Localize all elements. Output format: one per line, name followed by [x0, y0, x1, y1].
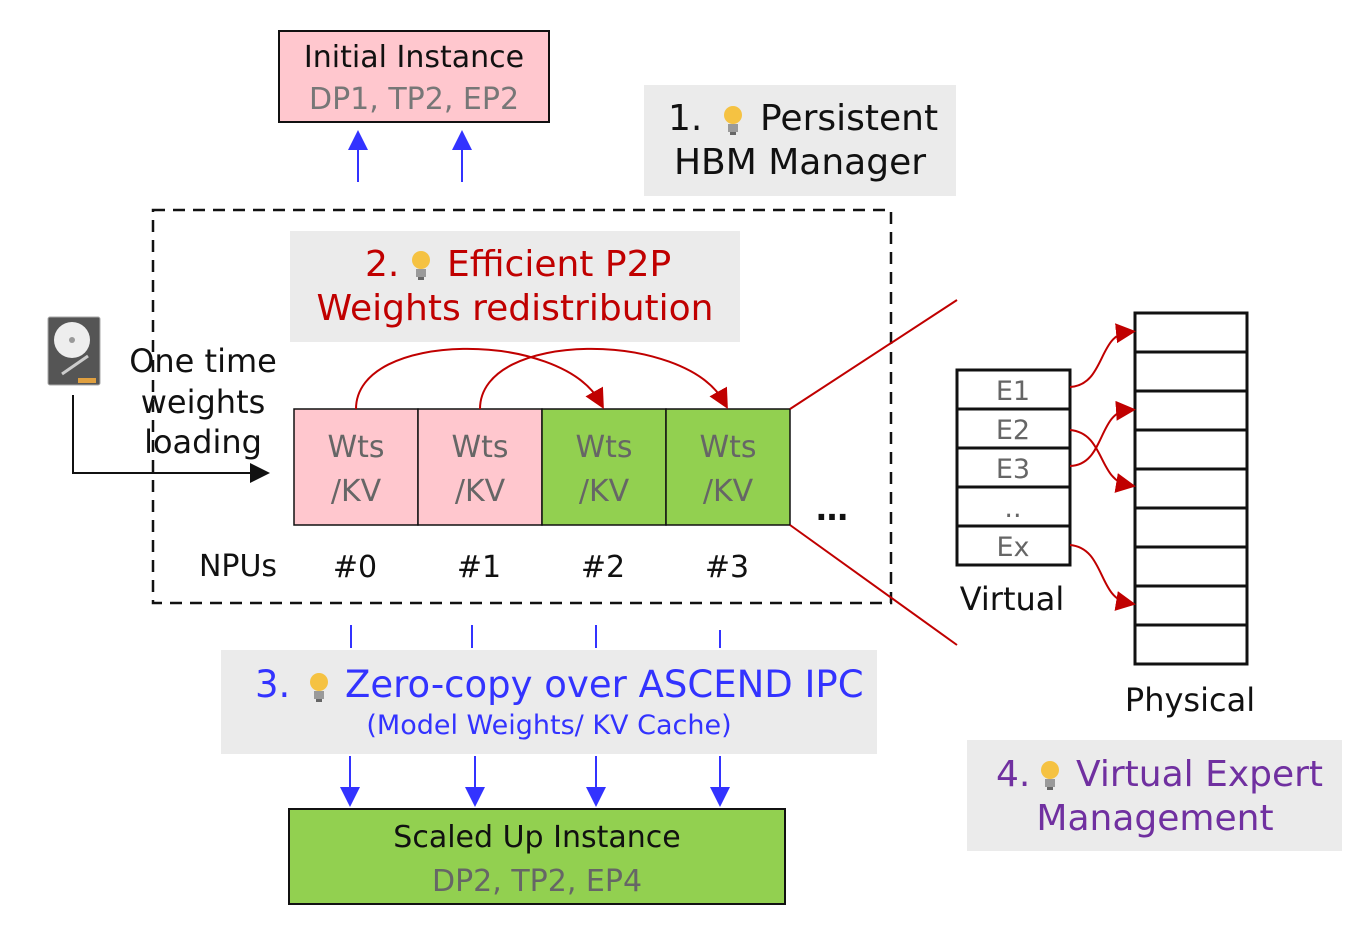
virtual-label: Virtual	[960, 580, 1065, 618]
feature-4-line2: Management	[1036, 798, 1273, 839]
npu-cell-line2: /KV	[579, 474, 630, 509]
virtual-entry: Ex	[996, 532, 1029, 563]
physical-memory-table	[1133, 311, 1249, 666]
feature-3-line1: Zero-copy over ASCEND IPC	[345, 663, 864, 706]
npu-cell-box	[665, 408, 791, 526]
virtual-expert-table: E1 E2 E3.. Ex	[955, 368, 1072, 567]
npu-id: #3	[705, 550, 749, 585]
feature-1-panel: 1. Persistent HBM Manager	[644, 85, 956, 196]
physical-slot	[1133, 623, 1249, 666]
feature-3-panel: 3. Zero-copy over ASCEND IPC (Model Weig…	[221, 650, 877, 754]
physical-slot	[1133, 389, 1249, 432]
physical-slot	[1133, 584, 1249, 627]
feature-1-line2: HBM Manager	[674, 142, 926, 183]
physical-slot	[1133, 311, 1249, 354]
initial-instance-config: DP1, TP2, EP2	[309, 82, 519, 117]
npus-label: NPUs	[199, 549, 277, 584]
physical-slot	[1133, 428, 1249, 471]
npu-cell-line1: Wts	[699, 430, 756, 465]
scaled-instance-box: Scaled Up Instance DP2, TP2, EP4	[288, 808, 786, 905]
physical-slot	[1133, 350, 1249, 393]
feature-1-line1: Persistent	[760, 98, 938, 139]
feature-4-number: 4.	[996, 754, 1030, 795]
initial-instance-title: Initial Instance	[304, 40, 524, 75]
p2p-transfer-arrow	[479, 347, 728, 410]
zoom-line	[789, 524, 958, 646]
npu-cell-line1: Wts	[575, 430, 632, 465]
npu-cell-box	[541, 408, 667, 526]
hard-drive-icon	[47, 316, 101, 386]
npu-group-boundary	[151, 208, 893, 605]
down-arrows	[340, 756, 730, 807]
scaled-instance-title: Scaled Up Instance	[393, 820, 680, 855]
physical-slot	[1133, 545, 1249, 588]
feature-3-line2: (Model Weights/ KV Cache)	[366, 710, 731, 741]
feature-3-number: 3.	[255, 663, 290, 706]
feature-2-panel: 2. Efficient P2P Weights redistribution	[290, 231, 740, 342]
npu-cell-box	[417, 408, 543, 526]
virtual-entry: E2	[996, 415, 1030, 446]
zoom-line	[789, 299, 958, 410]
npu-id: #0	[333, 550, 377, 585]
virtual-entry-box	[955, 368, 1072, 411]
physical-slot	[1133, 467, 1249, 510]
virtual-entry: E1	[996, 376, 1030, 407]
virtual-entry-box	[955, 485, 1072, 528]
expert-mapping-arrows	[1069, 323, 1136, 611]
feature-2-line2: Weights redistribution	[317, 288, 714, 329]
loading-label-line3: loading	[144, 423, 262, 461]
loading-label-line1: One time	[129, 342, 277, 380]
npu-cell-line1: Wts	[451, 430, 508, 465]
npu-cell: Wts/KV #0	[293, 408, 419, 585]
virtual-entry: E3	[996, 454, 1030, 485]
feature-1-number: 1.	[668, 98, 702, 139]
npu-cell: Wts/KV #1	[417, 408, 543, 585]
virtual-entry-box	[955, 524, 1072, 567]
npu-id: #1	[457, 550, 501, 585]
npu-cell-line2: /KV	[455, 474, 506, 509]
npu-id: #2	[581, 550, 625, 585]
npu-cell-line1: Wts	[327, 430, 384, 465]
virtual-entry: ..	[1004, 493, 1021, 524]
npu-cell-box	[293, 408, 419, 526]
p2p-transfer-arrow	[355, 347, 604, 410]
npu-cell-line2: /KV	[331, 474, 382, 509]
physical-slot	[1133, 506, 1249, 549]
feature-4-line1: Virtual Expert	[1076, 754, 1323, 795]
npu-cell-line2: /KV	[703, 474, 754, 509]
loading-arrow	[72, 395, 270, 483]
ipc-links	[350, 625, 721, 648]
feature-2-number: 2.	[365, 244, 399, 285]
npu-cells: Wts/KV #0 Wts/KV #1 Wts/KV #2 Wts/KV #3	[293, 408, 791, 585]
feature-4-panel: 4. Virtual Expert Management	[967, 740, 1342, 851]
loading-label-line2: weights	[141, 383, 266, 421]
scaled-instance-config: DP2, TP2, EP4	[432, 864, 642, 899]
feature-2-line1: Efficient P2P	[447, 244, 671, 285]
initial-instance-box: Initial Instance DP1, TP2, EP2	[278, 30, 550, 123]
npu-cell: Wts/KV #2	[541, 408, 667, 585]
physical-label: Physical	[1125, 681, 1255, 719]
npu-cell: Wts/KV #3	[665, 408, 791, 585]
more-npus-ellipsis: …	[816, 490, 848, 528]
